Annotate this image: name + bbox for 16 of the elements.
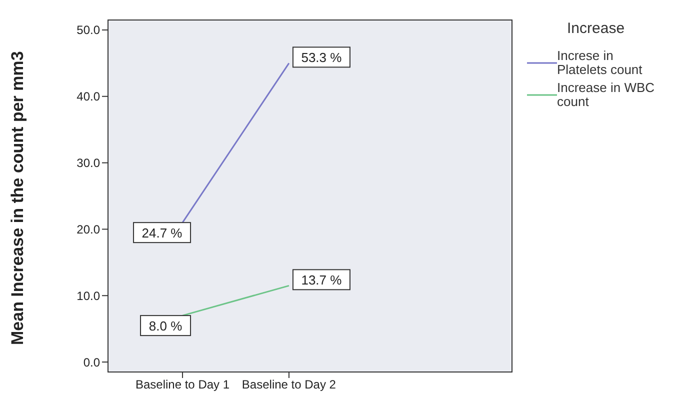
annotation: 24.7 %: [142, 226, 183, 241]
annotation: 53.3 %: [301, 50, 342, 66]
y-tick-label: 30.0: [76, 156, 100, 170]
y-tick-label: 20.0: [76, 222, 100, 236]
annotation: 13.7 %: [301, 272, 342, 288]
y-tick-label: 50.0: [76, 23, 100, 38]
legend-label: Increase in WBC count: [557, 80, 656, 109]
x-tick-label: Baseline to Day 1: [135, 378, 230, 392]
y-tick-label: 10.0: [76, 288, 100, 303]
x-tick-label: Baseline to Day 2: [242, 378, 336, 392]
y-axis-title: Mean Increase in the count per mm3: [8, 50, 28, 347]
legend-label: Increse in Platelets count: [557, 48, 644, 77]
y-tick-label: 0.0: [83, 355, 100, 370]
y-tick-label: 40.0: [76, 90, 100, 104]
annotation: 8.0 %: [148, 318, 183, 334]
legend-title: Increase: [567, 20, 626, 37]
